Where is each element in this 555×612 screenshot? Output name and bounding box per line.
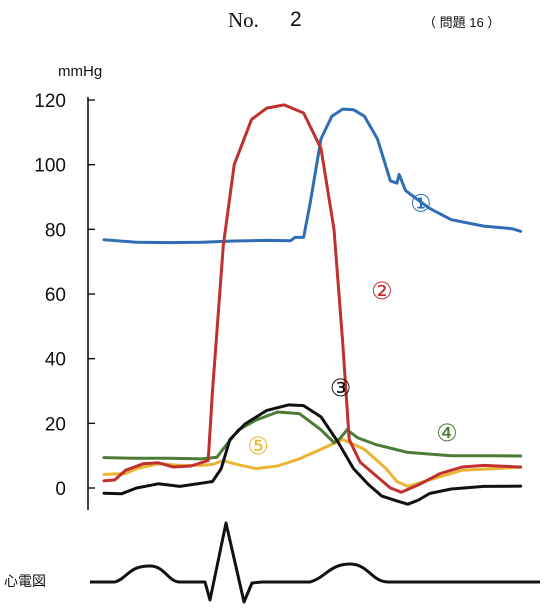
series-label-1: ① [410, 189, 432, 217]
y-axis-unit: mmHg [58, 63, 102, 80]
y-tick-label: 100 [34, 156, 66, 177]
series-line-4 [102, 410, 523, 461]
series-label-2: ② [371, 277, 393, 305]
series-line-2 [102, 103, 523, 494]
ecg-label: 心電図 [4, 574, 46, 590]
series-label-4: ④ [436, 419, 458, 447]
y-tick-label: 120 [34, 91, 66, 112]
series-line-3 [102, 403, 523, 506]
series-line-1 [102, 107, 523, 245]
y-tick-label: 40 [45, 350, 66, 371]
series-line-5 [102, 438, 523, 488]
series-label-5: ⑤ [247, 432, 269, 460]
y-tick-label: 20 [45, 414, 66, 435]
y-tick-label: 60 [45, 285, 66, 306]
y-tick-label: 80 [45, 220, 66, 241]
header-page-number: 2 [290, 8, 302, 31]
header-question-number: （ 問題 16 ） [423, 15, 501, 30]
ecg-trace [90, 521, 540, 604]
header-no-label: No. [228, 8, 259, 32]
series-label-3: ③ [330, 374, 352, 402]
y-tick-label: 0 [55, 479, 66, 500]
